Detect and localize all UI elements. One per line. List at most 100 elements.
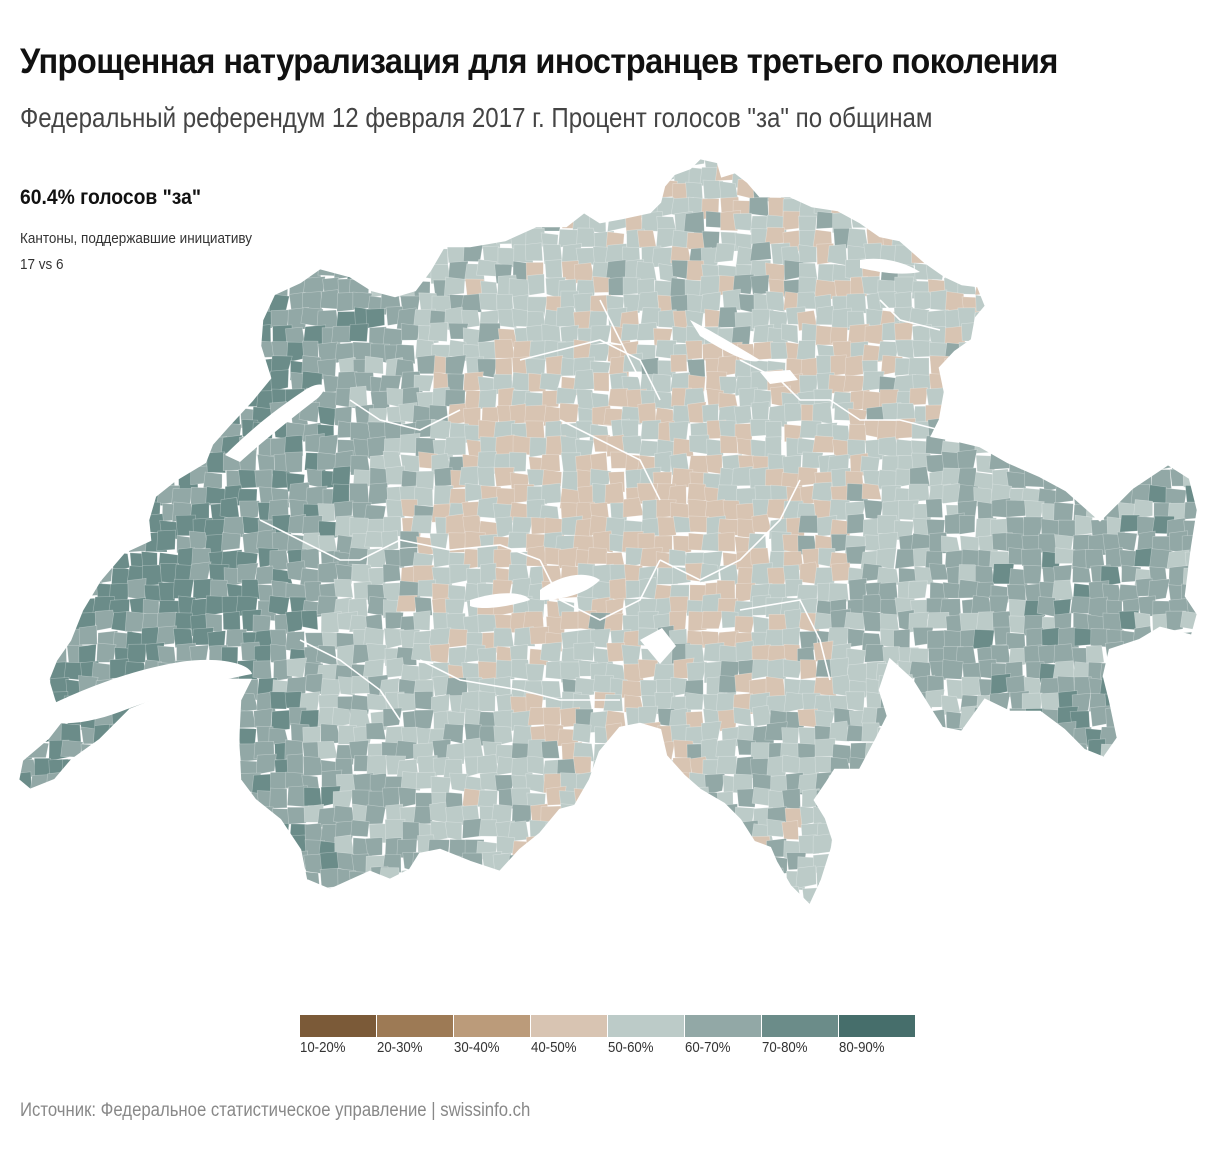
legend-item: 10-20%	[300, 1015, 377, 1056]
municipality-area	[256, 871, 278, 893]
municipality-area	[206, 807, 226, 827]
municipality-area	[1038, 772, 1058, 794]
municipality-area	[975, 916, 994, 920]
municipality-area	[1179, 437, 1198, 458]
municipality-area	[1037, 792, 1057, 814]
municipality-area	[514, 162, 535, 182]
municipality-area	[108, 340, 131, 361]
municipality-area	[621, 644, 642, 666]
legend-item: 60-70%	[685, 1015, 762, 1056]
municipality-area	[34, 469, 53, 488]
municipality-area	[204, 339, 225, 357]
municipality-area	[18, 232, 20, 254]
municipality-area	[1104, 786, 1124, 806]
municipality-area	[1132, 727, 1152, 747]
municipality-area	[1023, 771, 1045, 793]
municipality-area	[976, 242, 998, 263]
municipality-area	[640, 854, 662, 874]
municipality-area	[1021, 744, 1044, 763]
municipality-area	[302, 755, 324, 777]
municipality-area	[176, 343, 195, 365]
municipality-area	[1007, 166, 1029, 188]
municipality-area	[864, 760, 885, 782]
municipality-area	[493, 338, 516, 359]
municipality-area	[779, 901, 802, 906]
municipality-area	[747, 865, 768, 888]
municipality-area	[1135, 276, 1156, 295]
municipality-area	[1165, 435, 1187, 455]
municipality-area	[1038, 869, 1060, 892]
municipality-area	[1168, 757, 1189, 779]
municipality-area	[287, 179, 308, 203]
municipality-area	[111, 532, 133, 552]
municipality-area	[1149, 290, 1168, 312]
municipality-area	[75, 756, 96, 780]
municipality-area	[18, 355, 36, 377]
legend-swatch	[454, 1015, 530, 1037]
municipality-area	[176, 436, 194, 457]
municipality-area	[993, 158, 1015, 171]
municipality-area	[706, 438, 725, 459]
municipality-area	[30, 531, 54, 552]
municipality-area	[449, 919, 468, 921]
municipality-area	[960, 261, 982, 285]
municipality-area	[172, 789, 191, 810]
municipality-area	[269, 822, 290, 842]
municipality-area	[924, 837, 942, 858]
municipality-area	[942, 804, 964, 825]
municipality-area	[1057, 343, 1077, 365]
municipality-area	[45, 323, 69, 345]
municipality-area	[846, 866, 867, 889]
municipality-area	[1008, 900, 1027, 906]
municipality-area	[126, 400, 148, 423]
municipality-area	[1135, 452, 1156, 475]
canton-border	[259, 519, 360, 561]
municipality-area	[242, 259, 263, 280]
municipality-area	[1151, 696, 1173, 716]
municipality-area	[76, 214, 97, 234]
municipality-area	[108, 354, 129, 374]
municipality-area	[270, 709, 291, 732]
municipality-area	[1021, 824, 1039, 845]
municipality-area	[1134, 836, 1155, 857]
municipality-area	[1182, 158, 1198, 169]
municipality-area	[1071, 194, 1094, 216]
municipality-area	[155, 339, 176, 358]
municipality-area	[1180, 243, 1198, 265]
municipality-area	[204, 248, 223, 269]
municipality-area	[1005, 226, 1025, 246]
municipality-area	[0, 312, 17, 331]
municipality-area	[765, 867, 787, 889]
municipality-area	[256, 896, 278, 906]
municipality-area	[1055, 772, 1077, 795]
municipality-area	[1183, 418, 1198, 438]
municipality-area	[349, 225, 369, 247]
municipality-area	[18, 725, 32, 747]
municipality-area	[175, 705, 194, 730]
municipality-area	[1024, 882, 1047, 904]
municipality-area	[1184, 179, 1198, 198]
municipality-area	[157, 852, 179, 873]
municipality-area	[90, 562, 114, 585]
municipality-area	[927, 675, 945, 696]
municipality-area	[336, 180, 356, 201]
municipality-area	[1117, 405, 1136, 428]
municipality-area	[845, 691, 866, 712]
municipality-area	[572, 723, 592, 744]
municipality-area	[240, 327, 262, 346]
municipality-area	[1072, 565, 1092, 583]
municipality-area	[1006, 243, 1027, 265]
municipality-area	[219, 914, 241, 920]
municipality-area	[784, 918, 804, 920]
municipality-area	[193, 158, 211, 168]
municipality-area	[1008, 263, 1028, 284]
municipality-area	[962, 916, 982, 920]
municipality-area	[48, 803, 70, 826]
municipality-area	[924, 240, 946, 264]
municipality-area	[495, 357, 513, 380]
legend-label: 60-70%	[685, 1039, 731, 1056]
municipality-area	[93, 869, 117, 890]
municipality-area	[941, 199, 962, 218]
municipality-area	[219, 391, 242, 413]
municipality-area	[1201, 628, 1210, 651]
